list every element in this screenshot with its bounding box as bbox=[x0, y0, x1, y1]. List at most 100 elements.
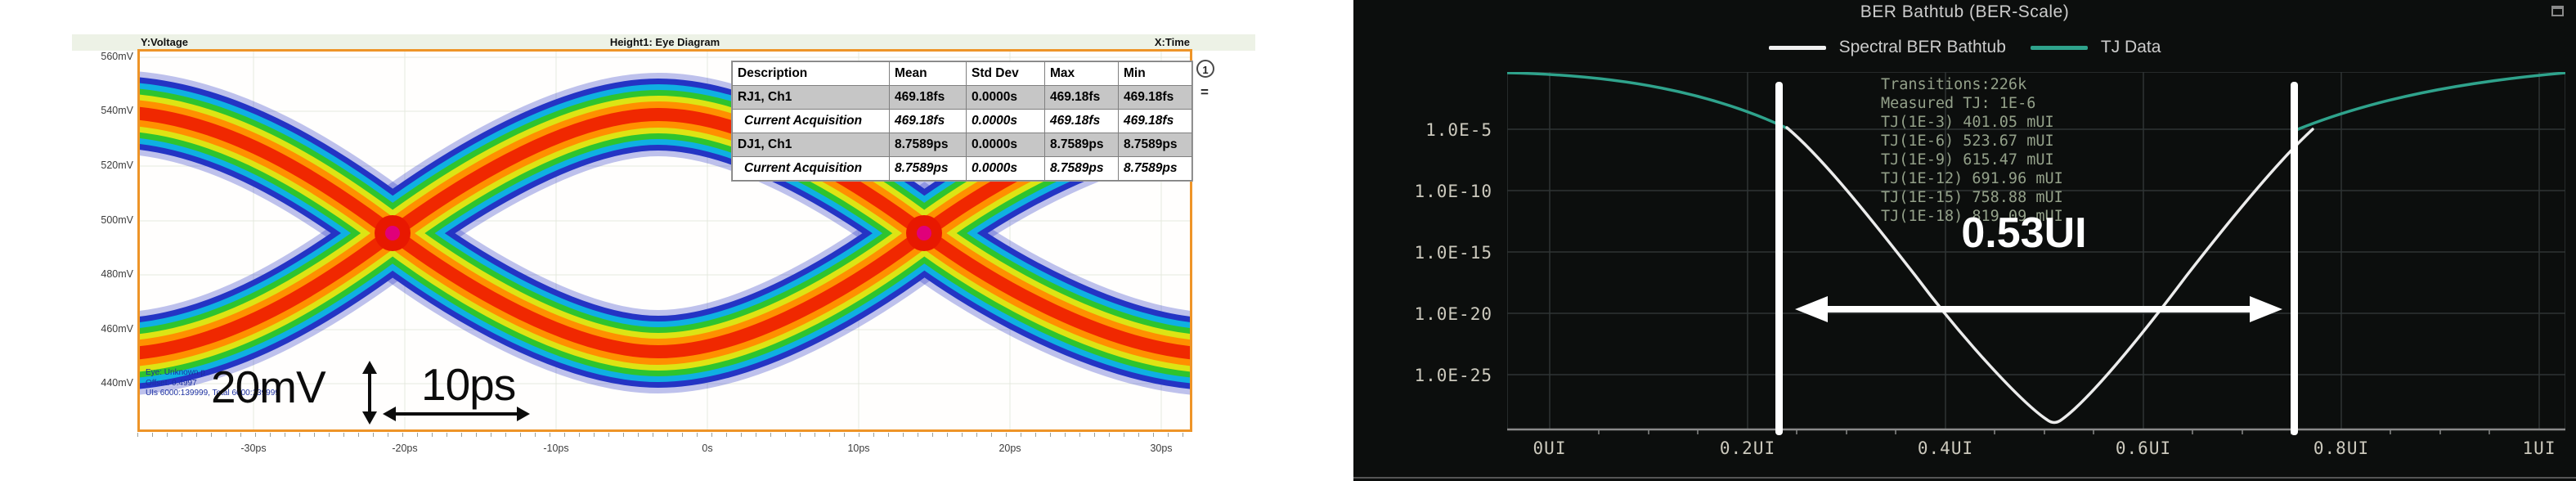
table-row: DJ1, Ch1 8.7589ps 0.0000s 8.7589ps 8.758… bbox=[732, 133, 1192, 157]
cell-min: 469.18fs bbox=[1118, 85, 1192, 110]
bathtub-legend: Spectral BER Bathtub TJ Data bbox=[1353, 38, 2576, 57]
bathtub-xtick: 1UI bbox=[2522, 438, 2556, 458]
eye-ytick: 520mV bbox=[101, 160, 133, 171]
cell-max: 8.7589ps bbox=[1044, 133, 1119, 157]
cell-description: Current Acquisition bbox=[732, 156, 890, 181]
col-max: Max bbox=[1044, 61, 1119, 86]
cell-min: 469.18fs bbox=[1118, 109, 1192, 133]
annotation-line: Measured TJ: 1E-6 bbox=[1881, 95, 2036, 112]
eye-width-label: 0.53UI bbox=[1961, 209, 2087, 257]
cell-stddev: 0.0000s bbox=[966, 133, 1045, 157]
left-marker-line bbox=[1775, 82, 1783, 435]
cell-mean: 8.7589ps bbox=[889, 133, 967, 157]
annotation-line: TJ(1E-3) 401.05 mUI bbox=[1881, 114, 2054, 131]
bathtub-ytick: 1.0E-5 bbox=[1425, 120, 1492, 140]
cell-mean: 469.18fs bbox=[889, 85, 967, 110]
cell-min: 8.7589ps bbox=[1118, 156, 1192, 181]
bathtub-xtick: 0.6UI bbox=[2115, 438, 2172, 458]
eye-xtick: -10ps bbox=[543, 443, 569, 454]
legend-label-tj: TJ Data bbox=[2100, 38, 2161, 56]
eye-ytick: 460mV bbox=[101, 323, 133, 335]
eye-ytick: 540mV bbox=[101, 105, 133, 116]
bathtub-gridlines bbox=[1507, 72, 2565, 429]
annotation-line: Transitions:226k bbox=[1881, 76, 2027, 93]
eye-ytick: 440mV bbox=[101, 377, 133, 389]
col-min: Min bbox=[1118, 61, 1192, 86]
annotation-line: TJ(1E-12) 691.96 mUI bbox=[1881, 170, 2063, 187]
bathtub-ytick: 1.0E-25 bbox=[1414, 366, 1492, 385]
tj-annotation-block: Transitions:226k Measured TJ: 1E-6 TJ(1E… bbox=[1881, 75, 2063, 226]
bathtub-axis bbox=[1507, 428, 2565, 434]
bathtub-ytick: 1.0E-20 bbox=[1414, 304, 1492, 324]
collapse-icon[interactable]: = bbox=[1200, 84, 1209, 100]
bathtub-xtick: 0.2UI bbox=[1719, 438, 1776, 458]
eye-plot-title: Height1: Eye Diagram bbox=[609, 36, 720, 48]
eye-status-line: Offset: 0.4997 bbox=[146, 378, 197, 388]
circled-one-icon[interactable]: 1 bbox=[1196, 60, 1214, 78]
jitter-measurement-table: Description Mean Std Dev Max Min RJ1, Ch… bbox=[732, 61, 1192, 181]
annotation-line: TJ(1E-15) 758.88 mUI bbox=[1881, 189, 2063, 206]
eye-crossing-hotspots bbox=[375, 215, 942, 251]
eye-diagram-panel: Y:Voltage Height1: Eye Diagram X:Time 56… bbox=[72, 34, 1255, 454]
bathtub-xtick: 0.4UI bbox=[1917, 438, 1974, 458]
cell-max: 8.7589ps bbox=[1044, 156, 1119, 181]
legend-swatch-tj bbox=[2030, 45, 2088, 50]
eye-status-line: Eye: Unknown p bbox=[146, 368, 205, 377]
annotation-line: TJ(1E-9) 615.47 mUI bbox=[1881, 151, 2054, 169]
spectral-ber-bathtub-curve bbox=[1785, 126, 2314, 425]
eye-status-line: UIs 6000:139999, Total 6000:139999 bbox=[146, 389, 280, 398]
vertical-double-arrow-icon bbox=[362, 361, 377, 425]
eye-xtick: 10ps bbox=[847, 443, 870, 454]
eye-y-axis-title: Y:Voltage bbox=[141, 36, 189, 48]
bathtub-title: BER Bathtub (BER-Scale) bbox=[1860, 2, 2070, 21]
window-restore-icon[interactable] bbox=[2551, 6, 2564, 16]
horizontal-double-arrow-icon bbox=[383, 407, 530, 421]
col-stddev: Std Dev bbox=[966, 61, 1045, 86]
voltage-scale-label: 20mV bbox=[211, 362, 326, 412]
legend-label-spectral: Spectral BER Bathtub bbox=[1838, 38, 2006, 56]
ber-bathtub-panel: BER Bathtub (BER-Scale) Spectral BER Bat… bbox=[1353, 0, 2576, 481]
eye-xtick: -30ps bbox=[240, 443, 267, 454]
col-mean: Mean bbox=[889, 61, 967, 86]
cell-max: 469.18fs bbox=[1044, 85, 1119, 110]
eye-width-arrow-icon bbox=[1795, 296, 2282, 322]
cell-stddev: 0.0000s bbox=[966, 156, 1045, 181]
table-row: Current Acquisition 8.7589ps 0.0000s 8.7… bbox=[732, 156, 1192, 181]
cell-min: 8.7589ps bbox=[1118, 133, 1192, 157]
cell-description: RJ1, Ch1 bbox=[732, 85, 890, 110]
cell-mean: 8.7589ps bbox=[889, 156, 967, 181]
annotation-line: TJ(1E-6) 523.67 mUI bbox=[1881, 133, 2054, 150]
cell-stddev: 0.0000s bbox=[966, 109, 1045, 133]
eye-xtick: -20ps bbox=[392, 443, 418, 454]
eye-xtick: 30ps bbox=[1150, 443, 1173, 454]
eye-status-text: Eye: Unknown p Offset: 0.4997 UIs 6000:1… bbox=[146, 368, 280, 399]
eye-x-axis-title: X:Time bbox=[1154, 36, 1190, 48]
bathtub-plot-svg bbox=[1507, 72, 2565, 434]
right-marker-line bbox=[2291, 82, 2298, 435]
cell-description: DJ1, Ch1 bbox=[732, 133, 890, 157]
table-header-row: Description Mean Std Dev Max Min bbox=[732, 61, 1192, 86]
eye-ytick: 480mV bbox=[101, 268, 133, 280]
time-scale-label: 10ps bbox=[421, 359, 516, 410]
eye-xtick: 0s bbox=[702, 443, 713, 454]
window-bottom-edge bbox=[1353, 477, 2576, 479]
cell-description: Current Acquisition bbox=[732, 109, 890, 133]
eye-ytick: 560mV bbox=[101, 51, 133, 62]
cell-max: 469.18fs bbox=[1044, 109, 1119, 133]
eye-ytick: 500mV bbox=[101, 214, 133, 226]
legend-swatch-spectral bbox=[1768, 45, 1826, 50]
eye-axis-ticks bbox=[137, 433, 1192, 437]
tj-data-curve bbox=[1507, 72, 2565, 133]
cell-stddev: 0.0000s bbox=[966, 85, 1045, 110]
eye-header-bar bbox=[72, 34, 1255, 51]
cell-mean: 469.18fs bbox=[889, 109, 967, 133]
bathtub-xtick: 0UI bbox=[1533, 438, 1567, 458]
bathtub-ytick: 1.0E-15 bbox=[1414, 243, 1492, 263]
bathtub-xtick: 0.8UI bbox=[2313, 438, 2370, 458]
bathtub-ytick: 1.0E-10 bbox=[1414, 182, 1492, 201]
annotation-line: TJ(1E-18) 819.09 mUI bbox=[1881, 208, 2063, 225]
eye-xtick: 20ps bbox=[999, 443, 1021, 454]
table-row: RJ1, Ch1 469.18fs 0.0000s 469.18fs 469.1… bbox=[732, 85, 1192, 110]
table-row: Current Acquisition 469.18fs 0.0000s 469… bbox=[732, 109, 1192, 133]
